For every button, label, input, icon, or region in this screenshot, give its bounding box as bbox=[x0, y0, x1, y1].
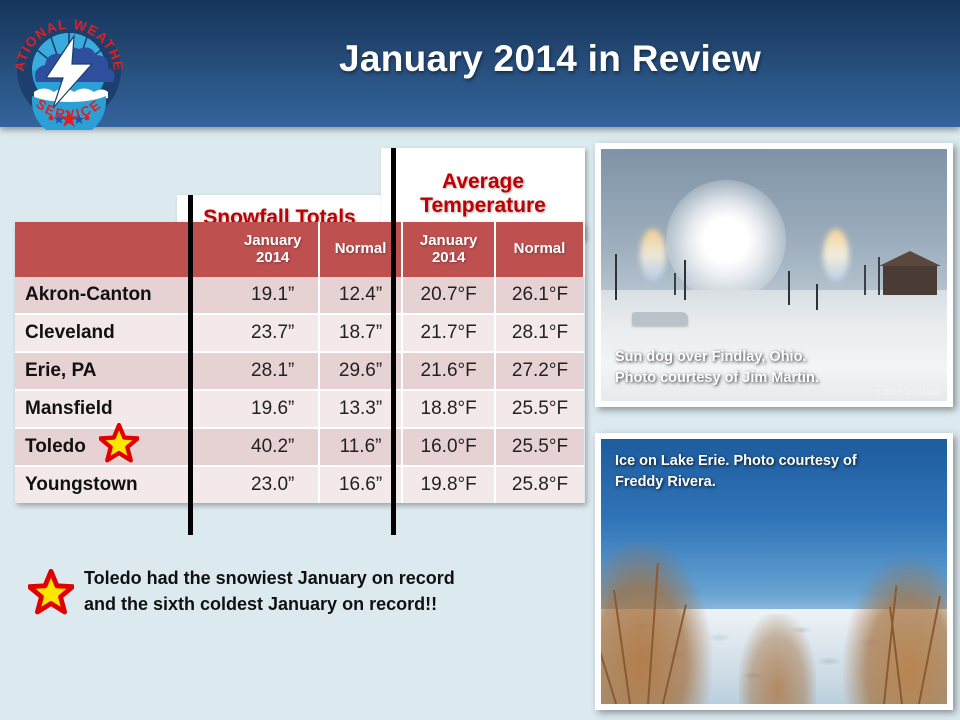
cell-snow-normal: 29.6” bbox=[318, 352, 404, 391]
national-weather-service-logo: NATIONAL WEATHER SERVICE bbox=[6, 4, 132, 130]
weather-summary-table: Snowfall Totals Average Temperature Janu… bbox=[15, 145, 586, 535]
footnote-text: Toledo had the snowiest January on recor… bbox=[84, 565, 455, 617]
footnote: Toledo had the snowiest January on recor… bbox=[28, 565, 548, 617]
header-cell-snow-normal: Normal bbox=[318, 222, 404, 277]
footnote-line-1: Toledo had the snowiest January on recor… bbox=[84, 568, 455, 588]
cell-temp-normal: 25.5°F bbox=[494, 428, 584, 467]
brush-center bbox=[739, 613, 816, 704]
cell-temp-normal: 25.8°F bbox=[494, 466, 584, 503]
table-body: Akron-Canton 19.1” 12.4” 20.7°F 26.1°F C… bbox=[15, 277, 584, 503]
photo-caption: Ice on Lake Erie. Photo courtesy of Fred… bbox=[615, 453, 857, 491]
cell-temp-2014: 21.7°F bbox=[402, 314, 496, 353]
cell-temp-normal: 27.2°F bbox=[494, 352, 584, 391]
photo-ice-lake-erie: Ice on Lake Erie. Photo courtesy of Fred… bbox=[595, 433, 953, 710]
table-row: Mansfield 19.6” 13.3” 18.8°F 25.5°F bbox=[15, 390, 584, 429]
cell-snow-2014: 23.7” bbox=[227, 314, 320, 353]
car-shape bbox=[632, 312, 689, 326]
cell-temp-2014: 16.0°F bbox=[402, 428, 496, 467]
column-divider-snowfall bbox=[188, 195, 193, 535]
star-icon bbox=[99, 423, 139, 463]
cell-snow-normal: 16.6” bbox=[318, 466, 404, 503]
house-shape bbox=[878, 251, 941, 296]
cell-snow-normal: 18.7” bbox=[318, 314, 404, 353]
table-row: Erie, PA 28.1” 29.6” 21.6°F 27.2°F bbox=[15, 352, 584, 391]
photo-caption: Sun dog over Findlay, Ohio. Photo courte… bbox=[615, 348, 819, 386]
brush-right bbox=[843, 555, 947, 704]
cell-city: Akron-Canton bbox=[15, 277, 228, 315]
cell-temp-normal: 26.1°F bbox=[494, 277, 584, 315]
cell-snow-normal: 13.3” bbox=[318, 390, 404, 429]
cell-snow-2014: 19.6” bbox=[227, 390, 320, 429]
footnote-line-2: and the sixth coldest January on record!… bbox=[84, 594, 438, 615]
cell-city: Youngstown bbox=[15, 466, 228, 503]
cell-snow-2014: 19.1” bbox=[227, 277, 320, 315]
table-row: Youngstown 23.0” 16.6” 19.8°F 25.8°F bbox=[15, 466, 584, 503]
header-cell-temp-2014: January 2014 bbox=[402, 222, 496, 277]
star-icon bbox=[28, 569, 74, 615]
header-cell-temp-normal: Normal bbox=[494, 222, 586, 277]
cell-temp-normal: 25.5°F bbox=[494, 390, 584, 429]
cell-temp-normal: 28.1°F bbox=[494, 314, 584, 353]
cell-temp-2014: 21.6°F bbox=[402, 352, 496, 391]
page-title: January 2014 in Review bbox=[338, 38, 762, 79]
cell-snow-normal: 12.4” bbox=[318, 277, 404, 315]
sun-dog-right-icon bbox=[823, 228, 850, 281]
header-banner bbox=[0, 0, 960, 127]
header-cell-city bbox=[15, 222, 228, 277]
cell-snow-2014: 23.0” bbox=[227, 466, 320, 503]
table-row: Cleveland 23.7” 18.7” 21.7°F 28.1°F bbox=[15, 314, 584, 353]
photo-watermark: © 2014 Jim Martin bbox=[875, 388, 941, 397]
photo-sun-dog-findlay: Sun dog over Findlay, Ohio. Photo courte… bbox=[595, 143, 953, 407]
cell-city: Toledo bbox=[15, 423, 228, 467]
table-grid: January 2014 Normal January 2014 Normal … bbox=[15, 222, 586, 503]
cell-city: Cleveland bbox=[15, 314, 228, 353]
brush-left bbox=[601, 539, 712, 704]
sun-dog-image: Sun dog over Findlay, Ohio. Photo courte… bbox=[601, 149, 947, 401]
table-subheader-row: January 2014 Normal January 2014 Normal bbox=[15, 222, 586, 277]
cell-city: Erie, PA bbox=[15, 352, 228, 391]
cell-temp-2014: 19.8°F bbox=[402, 466, 496, 503]
cell-snow-2014: 28.1” bbox=[227, 352, 320, 391]
table-row: Akron-Canton 19.1” 12.4” 20.7°F 26.1°F bbox=[15, 277, 584, 315]
header-cell-snow-2014: January 2014 bbox=[227, 222, 320, 277]
lake-erie-image: Ice on Lake Erie. Photo courtesy of Fred… bbox=[601, 439, 947, 704]
table-row: Toledo 40.2” 11.6” 16.0°F 25.5°F bbox=[15, 423, 584, 467]
cell-temp-2014: 18.8°F bbox=[402, 390, 496, 429]
sun-dog-left-icon bbox=[639, 228, 666, 281]
cell-temp-2014: 20.7°F bbox=[402, 277, 496, 315]
cell-snow-2014: 40.2” bbox=[227, 428, 320, 467]
column-divider-temperature bbox=[391, 148, 396, 535]
cell-snow-normal: 11.6” bbox=[318, 428, 404, 467]
